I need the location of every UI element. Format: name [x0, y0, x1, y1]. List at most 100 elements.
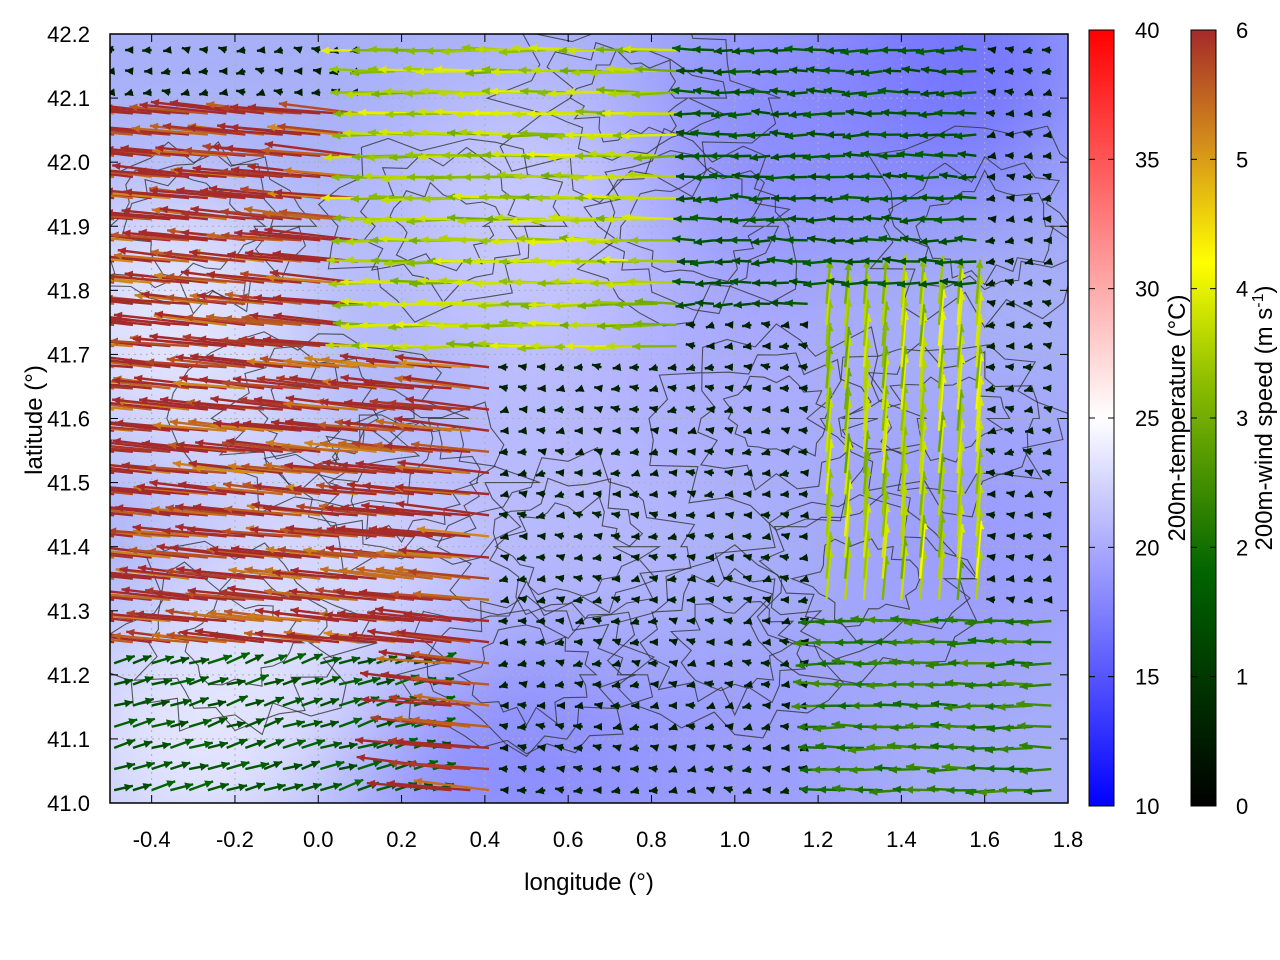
wind-vector-1313: [802, 259, 827, 267]
wind-vector-841: [575, 448, 585, 456]
wind-vector-0: [113, 783, 134, 792]
wind-vector-1569: [821, 152, 846, 161]
wind-vector-1679: [985, 109, 996, 118]
wind-vector-1053: [724, 363, 733, 372]
wind-vector-3: [170, 782, 194, 792]
wind-vector-1039: [398, 359, 471, 369]
wind-vector-273: [359, 670, 452, 686]
wind-vector-1229: [124, 270, 209, 284]
wind-vector-1255: [672, 277, 696, 286]
wind-vector-1270: [954, 280, 977, 289]
wind-vector-1202: [615, 300, 658, 309]
wind-vector-1788: [163, 46, 172, 54]
wind-vector-107: [207, 741, 229, 750]
wind-vector-36: [779, 786, 790, 795]
wind-vector-574: [277, 546, 358, 559]
wind-vector-58: [245, 761, 270, 771]
wind-vector-54: [170, 761, 191, 771]
wind-vector-1017: [1005, 384, 1014, 393]
wind-vector-138: [781, 743, 790, 752]
wind-vector-310: [188, 657, 210, 665]
wind-vector-382: [574, 638, 583, 647]
wind-vector-266: [319, 675, 342, 686]
wind-vector-173: [411, 716, 490, 728]
wind-vector-367: [209, 631, 302, 644]
wind-vector-644: [704, 532, 715, 541]
wind-vector-1667: [751, 108, 771, 116]
wind-vector-339: [723, 659, 733, 668]
wind-vector-1047: [612, 363, 622, 372]
wind-vector-1640: [169, 99, 265, 115]
wind-vector-1669: [788, 110, 808, 119]
wind-vector-1692: [273, 88, 284, 96]
wind-vector-608: [986, 553, 996, 562]
wind-vector-101: [1019, 767, 1052, 775]
wind-vector-851: [761, 448, 771, 456]
wind-vector-769: [110, 464, 190, 475]
wind-vector-1726: [900, 87, 921, 96]
wind-vector-1524: [939, 171, 958, 180]
wind-vector-1257: [712, 278, 733, 287]
wind-vector-948: [667, 406, 677, 414]
wind-vector-203: [1017, 721, 1052, 730]
wind-vector-1471: [898, 194, 921, 203]
wind-vector-341: [760, 659, 771, 668]
wind-vector-1832: [987, 46, 997, 54]
wind-vector-839: [537, 448, 547, 456]
wind-vector-1436: [176, 186, 265, 200]
wind-vector-1514: [750, 172, 771, 181]
wind-vector-998: [649, 384, 659, 393]
wind-vector-208: [188, 696, 210, 707]
wind-vector-71: [407, 759, 490, 771]
wind-vector-176: [535, 722, 546, 731]
wind-vector-624: [250, 525, 340, 538]
wind-vector-1487: [174, 166, 265, 179]
wind-vector-917: [1042, 426, 1052, 435]
wind-vector-124: [517, 743, 527, 752]
wind-vector-589: [630, 553, 640, 562]
wind-vector-1475: [986, 194, 996, 203]
wind-vector-902: [761, 426, 771, 435]
wind-vector-972: [110, 380, 171, 390]
wind-vector-523: [272, 569, 358, 580]
wind-vector-1620: [825, 130, 846, 139]
wind-vector-538: [631, 574, 641, 583]
wind-vector-572: [230, 545, 321, 559]
wind-vector-478: [390, 590, 471, 602]
wind-colorbar: 0 1 2 3 4 5 6 200m-wind speed (m s-1): [1190, 18, 1278, 819]
wind-vector-1254: [626, 277, 677, 286]
wind-vector-1318: [897, 257, 921, 266]
wind-vector-1775: [860, 69, 883, 77]
wind-vector-1778: [920, 66, 940, 74]
wind-vector-33: [723, 786, 734, 794]
y-tick-label-0: 41.0: [47, 791, 90, 816]
wind-vector-1026: [145, 358, 227, 369]
wind-vector-312: [226, 651, 251, 665]
wind-vector-476: [336, 588, 433, 602]
wind-vector-1266: [877, 279, 902, 288]
y-tick-label-5: 41.5: [47, 471, 90, 496]
wind-vector-1624: [899, 131, 921, 140]
wind-vector-1637: [129, 103, 208, 115]
wind-vector-1133: [241, 314, 321, 327]
wind-vector-1021: [110, 364, 133, 369]
wind-vector-1397: [446, 213, 490, 222]
wind-vector-506: [986, 595, 996, 604]
wind-vector-1372: [954, 234, 977, 243]
wind-vector-268: [357, 676, 381, 686]
wind-vector-1662: [623, 110, 677, 118]
wind-vector-1054: [743, 363, 753, 372]
wind-vector-134: [706, 744, 716, 752]
wind-vector-1220: [986, 299, 996, 308]
wind-vector-976: [172, 379, 246, 390]
wind-vector-1458: [624, 194, 677, 202]
wind-vector-486: [611, 595, 621, 604]
wind-vector-779: [284, 461, 377, 475]
wind-vector-1426: [1023, 215, 1033, 224]
wind-vector-50: [1023, 787, 1052, 796]
wind-vector-585: [556, 553, 566, 562]
wind-vector-1625: [919, 131, 939, 140]
wind-vector-796: [685, 468, 696, 477]
wind-vector-897: [669, 426, 678, 435]
wind-vector-288: [724, 680, 734, 689]
